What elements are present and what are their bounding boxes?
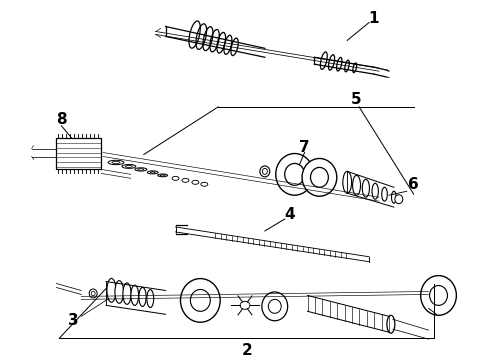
Text: 5: 5 xyxy=(351,93,362,107)
Ellipse shape xyxy=(139,287,146,306)
Ellipse shape xyxy=(89,289,97,298)
Ellipse shape xyxy=(91,291,95,296)
Ellipse shape xyxy=(311,167,328,187)
Text: 4: 4 xyxy=(284,207,295,221)
Ellipse shape xyxy=(123,283,131,304)
Ellipse shape xyxy=(260,166,270,177)
Ellipse shape xyxy=(372,183,378,199)
Ellipse shape xyxy=(276,153,314,195)
Ellipse shape xyxy=(147,290,154,307)
Ellipse shape xyxy=(240,301,250,309)
Ellipse shape xyxy=(382,187,387,201)
Ellipse shape xyxy=(430,285,447,305)
Ellipse shape xyxy=(107,278,116,302)
Ellipse shape xyxy=(191,289,210,311)
Text: 8: 8 xyxy=(56,112,67,127)
Text: 3: 3 xyxy=(68,313,78,328)
Ellipse shape xyxy=(302,158,337,196)
Ellipse shape xyxy=(387,315,395,333)
Ellipse shape xyxy=(262,292,288,321)
Bar xyxy=(56,138,101,170)
Ellipse shape xyxy=(343,171,352,193)
Text: 6: 6 xyxy=(408,177,419,192)
Text: 2: 2 xyxy=(242,342,252,357)
Ellipse shape xyxy=(392,191,396,203)
Ellipse shape xyxy=(420,276,456,315)
Ellipse shape xyxy=(285,163,305,185)
Ellipse shape xyxy=(269,300,281,313)
Ellipse shape xyxy=(115,281,123,303)
Ellipse shape xyxy=(262,168,268,174)
Text: 7: 7 xyxy=(299,140,310,155)
Ellipse shape xyxy=(353,175,361,195)
Text: 1: 1 xyxy=(369,11,379,26)
Ellipse shape xyxy=(395,195,403,204)
Ellipse shape xyxy=(131,285,139,305)
Ellipse shape xyxy=(362,179,369,197)
Ellipse shape xyxy=(180,279,220,322)
